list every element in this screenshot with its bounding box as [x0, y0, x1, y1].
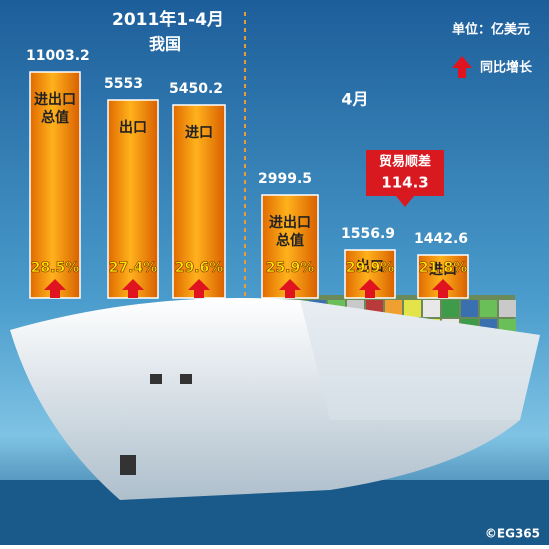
- legend: 同比增长: [480, 60, 533, 76]
- container: [461, 300, 478, 317]
- month-label: 4月: [341, 90, 368, 109]
- container: [480, 300, 497, 317]
- bar-value: 5553: [104, 76, 143, 92]
- surplus-label: 贸易顺差: [379, 154, 431, 170]
- bar-value: 1442.6: [414, 231, 468, 247]
- bar-name: 总值: [276, 232, 304, 249]
- bar-value: 2999.5: [258, 171, 312, 187]
- container: [423, 300, 440, 317]
- growth: 27.4%: [109, 260, 158, 276]
- bar-value: 11003.2: [26, 48, 90, 64]
- bar-name: 出口: [356, 258, 384, 275]
- bar-name: 进出口: [34, 91, 76, 108]
- period: 2011年1-4月: [112, 9, 224, 30]
- growth: 29.9%: [346, 260, 395, 276]
- growth-arrow: [188, 279, 210, 298]
- growth-arrow: [279, 279, 301, 298]
- container: [442, 300, 459, 317]
- credit: ©EG365: [485, 527, 540, 541]
- container: [385, 300, 402, 317]
- bar-name: 总值: [41, 109, 69, 126]
- bar-value: 1556.9: [341, 226, 395, 242]
- growth-arrow: [44, 279, 66, 298]
- container: [404, 300, 421, 317]
- growth-arrow: [432, 279, 454, 298]
- bar-value: 5450.2: [169, 81, 223, 97]
- growth: 21.8%: [419, 260, 468, 276]
- growth: 25.9%: [266, 260, 315, 276]
- container: [499, 300, 516, 317]
- growth-arrow: [122, 279, 144, 298]
- bar-name: 进出口: [269, 214, 311, 231]
- bar-name: 进口: [429, 262, 457, 278]
- bar-name: 进口: [185, 125, 213, 141]
- growth-arrow: [359, 279, 381, 298]
- growth: 29.6%: [175, 260, 224, 276]
- ship: [10, 295, 540, 500]
- surplus-callout: 贸易顺差 114.3: [366, 150, 444, 207]
- bar-name: 出口: [119, 119, 147, 136]
- surplus-value: 114.3: [381, 174, 428, 192]
- unit: 单位：亿美元: [452, 22, 530, 38]
- bar: [172, 104, 226, 299]
- scope: 我国: [149, 35, 181, 54]
- legend-arrow: [452, 56, 472, 78]
- growth: 28.5%: [31, 260, 80, 276]
- bar: [107, 99, 159, 299]
